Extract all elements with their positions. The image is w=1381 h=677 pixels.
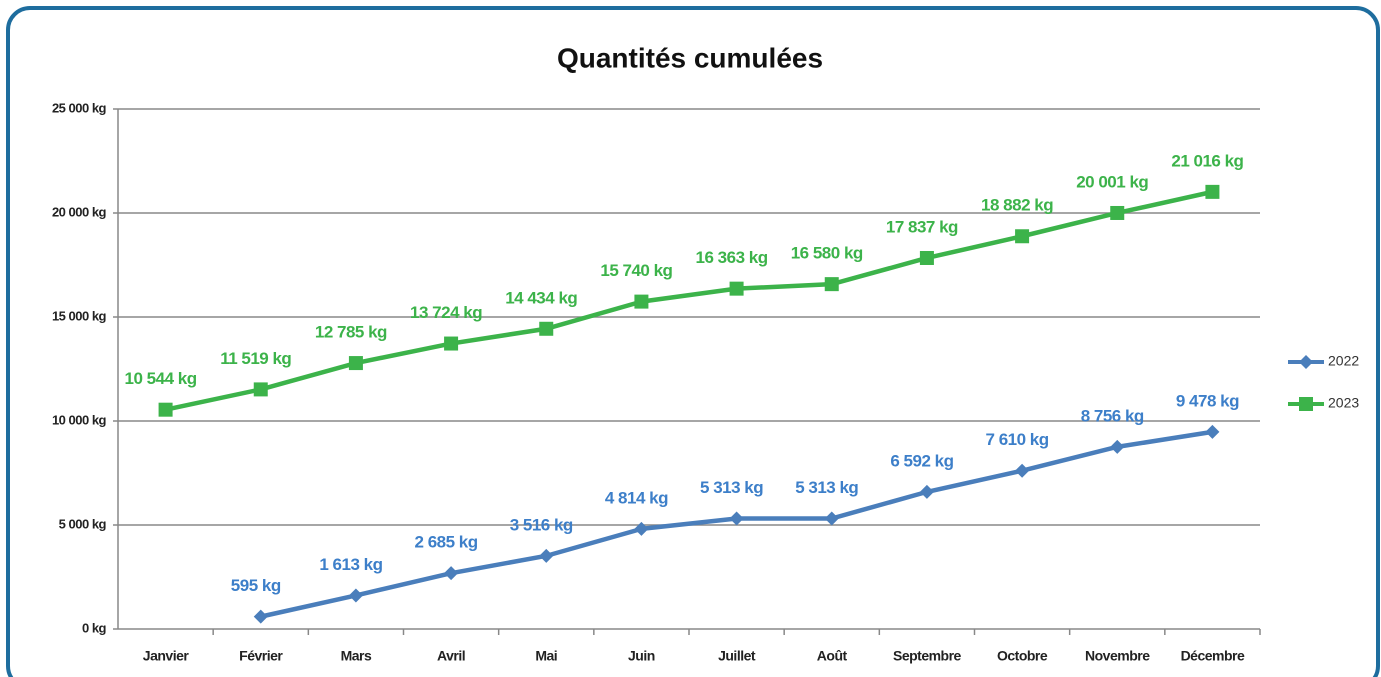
y-tick-label: 5 000 kg — [59, 516, 107, 531]
y-tick-label: 25 000 kg — [52, 100, 107, 115]
x-tick-label: Février — [239, 648, 283, 664]
value-label: 18 882 kg — [981, 196, 1053, 215]
x-tick-label: Avril — [437, 648, 465, 664]
point — [539, 321, 554, 336]
point — [634, 521, 649, 536]
x-tick-label: Octobre — [997, 648, 1048, 664]
x-tick-label: Août — [817, 648, 848, 664]
value-label: 12 785 kg — [315, 323, 387, 342]
value-label: 5 313 kg — [700, 478, 763, 497]
point — [348, 588, 363, 603]
point — [1110, 439, 1125, 454]
chart-title: Quantités cumulées — [557, 42, 823, 73]
x-tick-label: Juin — [628, 648, 655, 664]
legend-label: 2022 — [1328, 353, 1359, 369]
point — [729, 281, 744, 296]
value-label: 10 544 kg — [125, 369, 197, 388]
value-label: 20 001 kg — [1076, 172, 1148, 191]
value-label: 1 613 kg — [319, 555, 382, 574]
x-tick-label: Décembre — [1181, 648, 1245, 664]
point — [444, 336, 459, 351]
x-tick-label: Janvier — [143, 648, 190, 664]
point — [348, 356, 363, 371]
value-label: 17 837 kg — [886, 217, 958, 236]
point — [1015, 229, 1030, 244]
value-label: 14 434 kg — [505, 288, 577, 307]
point — [1205, 184, 1220, 199]
y-tick-label: 0 kg — [82, 620, 107, 635]
value-label: 11 519 kg — [220, 349, 291, 368]
point — [919, 250, 934, 265]
point — [729, 511, 744, 526]
value-label: 2 685 kg — [415, 533, 478, 552]
value-label: 8 756 kg — [1081, 406, 1144, 425]
y-tick-label: 10 000 kg — [52, 412, 107, 427]
x-tick-label: Mai — [535, 648, 557, 664]
value-label: 21 016 kg — [1171, 151, 1243, 170]
value-label: 3 516 kg — [510, 515, 573, 534]
point — [824, 277, 839, 292]
value-label: 9 478 kg — [1176, 391, 1239, 410]
x-tick-label: Mars — [341, 648, 372, 664]
point — [1205, 424, 1220, 439]
point — [1015, 463, 1030, 478]
point — [634, 294, 649, 309]
point — [1299, 397, 1313, 411]
value-label: 16 580 kg — [791, 244, 863, 263]
x-tick-label: Juillet — [718, 648, 756, 664]
frame — [6, 6, 1380, 677]
value-label: 6 592 kg — [890, 451, 953, 470]
point — [1299, 355, 1313, 369]
x-tick-label: Novembre — [1085, 648, 1150, 664]
point — [539, 548, 554, 563]
point — [253, 609, 268, 624]
value-label: 4 814 kg — [605, 488, 668, 507]
y-tick-label: 20 000 kg — [52, 204, 107, 219]
value-label: 7 610 kg — [986, 430, 1049, 449]
point — [919, 484, 934, 499]
value-label: 13 724 kg — [410, 303, 482, 322]
y-tick-label: 15 000 kg — [52, 308, 107, 323]
x-tick-label: Septembre — [893, 648, 962, 664]
point — [253, 382, 268, 397]
point — [1110, 205, 1125, 220]
point — [444, 566, 459, 581]
point — [158, 402, 173, 417]
series-line — [165, 189, 1213, 412]
value-label: 15 740 kg — [600, 261, 672, 280]
value-label: 5 313 kg — [795, 478, 858, 497]
legend-label: 2023 — [1328, 395, 1359, 411]
value-label: 595 kg — [231, 576, 281, 595]
point — [824, 511, 839, 526]
value-label: 16 363 kg — [696, 248, 768, 267]
